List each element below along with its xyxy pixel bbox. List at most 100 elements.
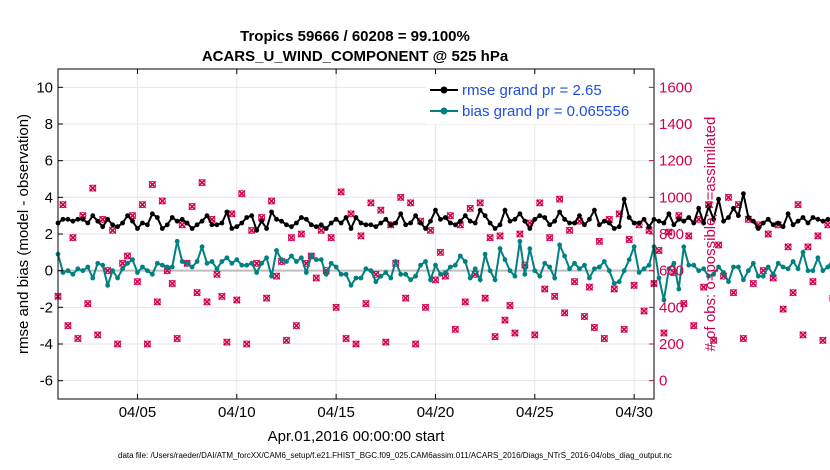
bias-point (681, 244, 687, 250)
rmse-point (775, 220, 781, 226)
obs-possible-marker (193, 289, 201, 297)
rmse-point (328, 220, 334, 226)
rmse-point (626, 215, 632, 220)
rmse-point (562, 216, 567, 222)
bias-point (333, 264, 339, 270)
obs-possible-marker (69, 234, 77, 242)
obs-assimilated-marker (272, 272, 281, 280)
bias-point (646, 262, 652, 268)
obs-possible-marker (427, 226, 434, 234)
obs-possible-marker (357, 232, 365, 240)
rmse-point (671, 222, 677, 228)
obs-possible-marker (228, 210, 236, 218)
rmse-point (701, 220, 707, 226)
obs-assimilated-marker (555, 195, 564, 203)
obs-assimilated-marker (203, 298, 211, 306)
rmse-point (110, 222, 116, 228)
bias-point (482, 251, 488, 257)
obs-possible-marker (198, 179, 206, 187)
obs-possible-marker (377, 206, 385, 214)
rmse-point (274, 216, 279, 222)
obs-possible-marker (114, 340, 122, 348)
rmse-point (522, 218, 528, 224)
bias-point (149, 271, 155, 277)
obs-assimilated-marker (213, 270, 221, 279)
rmse-point (308, 222, 314, 228)
obs-assimilated-marker (794, 200, 802, 209)
obs-possible-marker (148, 181, 156, 188)
bias-point (383, 270, 389, 275)
y-left-tick-label: 8 (45, 116, 53, 133)
rmse-point (711, 216, 716, 222)
rmse-point (507, 218, 513, 224)
obs-assimilated-marker (287, 233, 296, 242)
rmse-point (810, 215, 816, 220)
obs-possible-marker (168, 280, 176, 287)
rmse-point (532, 216, 538, 222)
rmse-point (179, 216, 185, 222)
obs-possible-marker (571, 278, 579, 286)
obs-possible-marker (297, 230, 305, 238)
bias-point (145, 268, 150, 274)
bias-point (343, 271, 349, 277)
obs-possible-marker (710, 336, 718, 344)
obs-possible-marker (501, 316, 509, 324)
bias-point (745, 268, 751, 274)
bias-point (656, 275, 662, 281)
bias-point (467, 275, 473, 281)
bias-point (815, 255, 821, 261)
bias-point (502, 257, 508, 263)
bias-point (348, 282, 354, 288)
bias-point (810, 268, 816, 274)
bias-point (820, 268, 826, 274)
obs-possible-marker (183, 259, 191, 267)
bias-point (731, 264, 736, 270)
rmse-point (229, 226, 235, 231)
obs-assimilated-marker (98, 215, 107, 224)
bias-point (666, 266, 672, 272)
rmse-point (606, 220, 612, 226)
bias-point (785, 266, 791, 272)
obs-assimilated-marker (550, 292, 559, 301)
bias-point (825, 264, 830, 270)
obs-assimilated-marker (501, 316, 509, 324)
bias-point (303, 270, 309, 275)
obs-possible-marker (660, 329, 668, 337)
bias-point (318, 257, 324, 263)
rmse-point (318, 222, 324, 228)
rmse-point (691, 220, 697, 226)
bias-point (447, 264, 453, 270)
obs-assimilated-marker (233, 296, 241, 304)
obs-assimilated-marker (570, 277, 579, 286)
obs-possible-marker (809, 278, 817, 286)
obs-assimilated-marker (769, 274, 777, 282)
bias-point (398, 271, 404, 277)
obs-possible-marker (819, 336, 827, 344)
obs-assimilated-marker (824, 221, 830, 229)
bias-point (115, 275, 120, 281)
obs-assimilated-marker (595, 237, 604, 246)
obs-assimilated-marker (709, 336, 718, 345)
obs-assimilated-marker (610, 285, 619, 293)
y-right-tick-label: 200 (659, 336, 684, 353)
obs-assimilated-marker (406, 199, 415, 207)
obs-assimilated-marker (158, 197, 167, 205)
obs-assimilated-marker (580, 312, 589, 321)
rmse-point (462, 213, 468, 219)
bias-point (214, 266, 220, 272)
obs-possible-marker (690, 322, 698, 330)
obs-possible-marker (188, 203, 196, 210)
obs-possible-marker (203, 298, 211, 306)
bias-point (323, 271, 329, 277)
obs-assimilated-marker (481, 294, 489, 302)
obs-possible-marker (496, 232, 504, 240)
rmse-point (582, 222, 587, 228)
obs-possible-marker (476, 199, 484, 207)
bias-point (224, 255, 230, 261)
obs-possible-marker (397, 193, 405, 201)
bias-point (140, 264, 145, 270)
rmse-point (313, 224, 319, 230)
bias-point (169, 264, 175, 270)
obs-assimilated-marker (382, 338, 390, 346)
